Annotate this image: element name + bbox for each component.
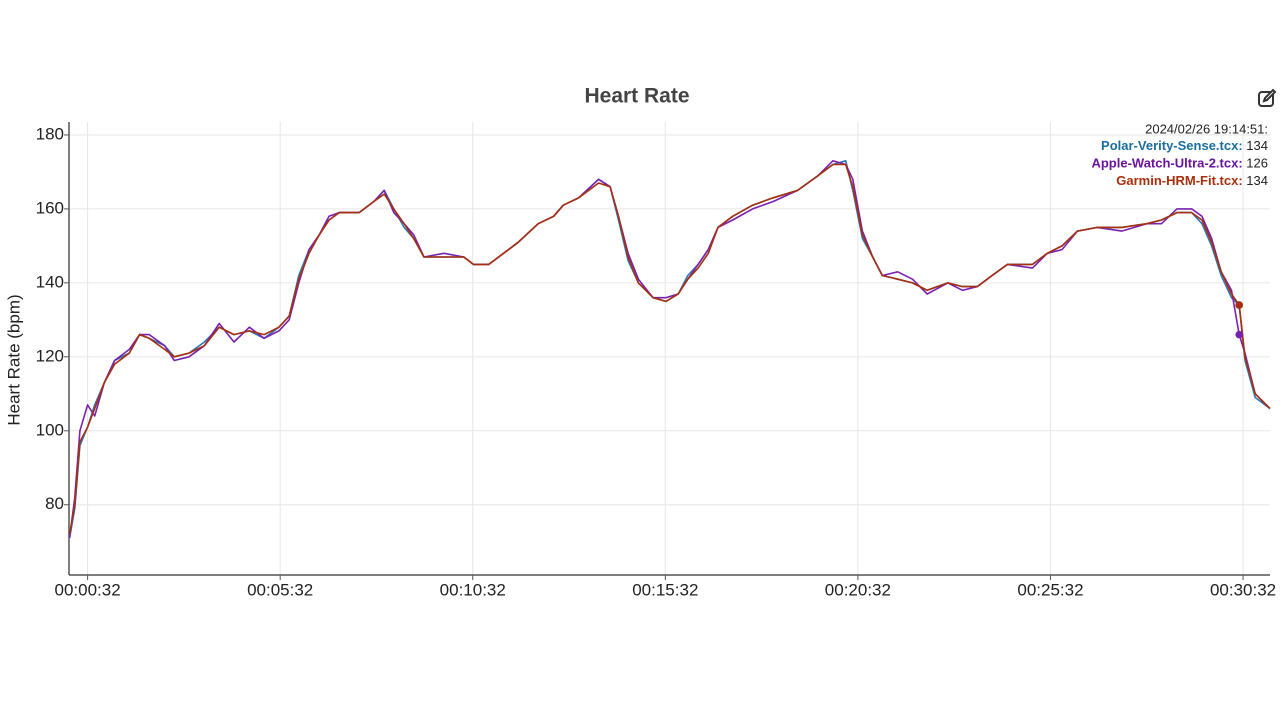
legend-entry: Garmin-HRM-Fit.tcx: 134 — [1116, 173, 1268, 188]
series-line — [68, 163, 1271, 535]
y-tick-label: 100 — [36, 420, 64, 439]
legend-value: 134 — [1246, 173, 1268, 188]
legend-title: 2024/02/26 19:14:51: — [1145, 121, 1268, 136]
y-tick-label: 160 — [36, 198, 64, 217]
y-tick-label: 80 — [45, 494, 64, 513]
y-tick-label: 140 — [36, 272, 64, 291]
x-tick-label: 00:15:32 — [632, 580, 698, 599]
legend-name: Garmin-HRM-Fit.tcx: — [1116, 173, 1242, 188]
legend-value: 134 — [1246, 138, 1268, 153]
x-tick-label: 00:00:32 — [55, 580, 121, 599]
edit-icon-frame — [1258, 91, 1274, 107]
y-tick-label: 120 — [36, 346, 64, 365]
legend-name: Polar-Verity-Sense.tcx: — [1101, 138, 1243, 153]
y-axis-label: Heart Rate (bpm) — [4, 294, 23, 425]
x-tick-label: 00:05:32 — [247, 580, 313, 599]
x-tick-label: 00:20:32 — [825, 580, 891, 599]
edit-icon[interactable] — [1258, 88, 1277, 107]
series-line — [68, 160, 1271, 539]
chart-title: Heart Rate — [584, 85, 689, 108]
cursor-marker — [1235, 301, 1243, 309]
legend-entry: Polar-Verity-Sense.tcx: 134 — [1101, 138, 1268, 153]
x-tick-label: 00:10:32 — [440, 580, 506, 599]
edit-icon-pen — [1262, 88, 1277, 103]
legend-value: 126 — [1246, 156, 1268, 171]
legend-name: Apple-Watch-Ultra-2.tcx: — [1091, 156, 1242, 171]
legend-entry: Apple-Watch-Ultra-2.tcx: 126 — [1091, 156, 1268, 171]
x-tick-label: 00:30:32 — [1210, 580, 1276, 599]
x-tick-label: 00:25:32 — [1017, 580, 1083, 599]
y-tick-label: 180 — [36, 124, 64, 143]
series-line — [68, 160, 1271, 539]
cursor-marker — [1235, 330, 1243, 339]
